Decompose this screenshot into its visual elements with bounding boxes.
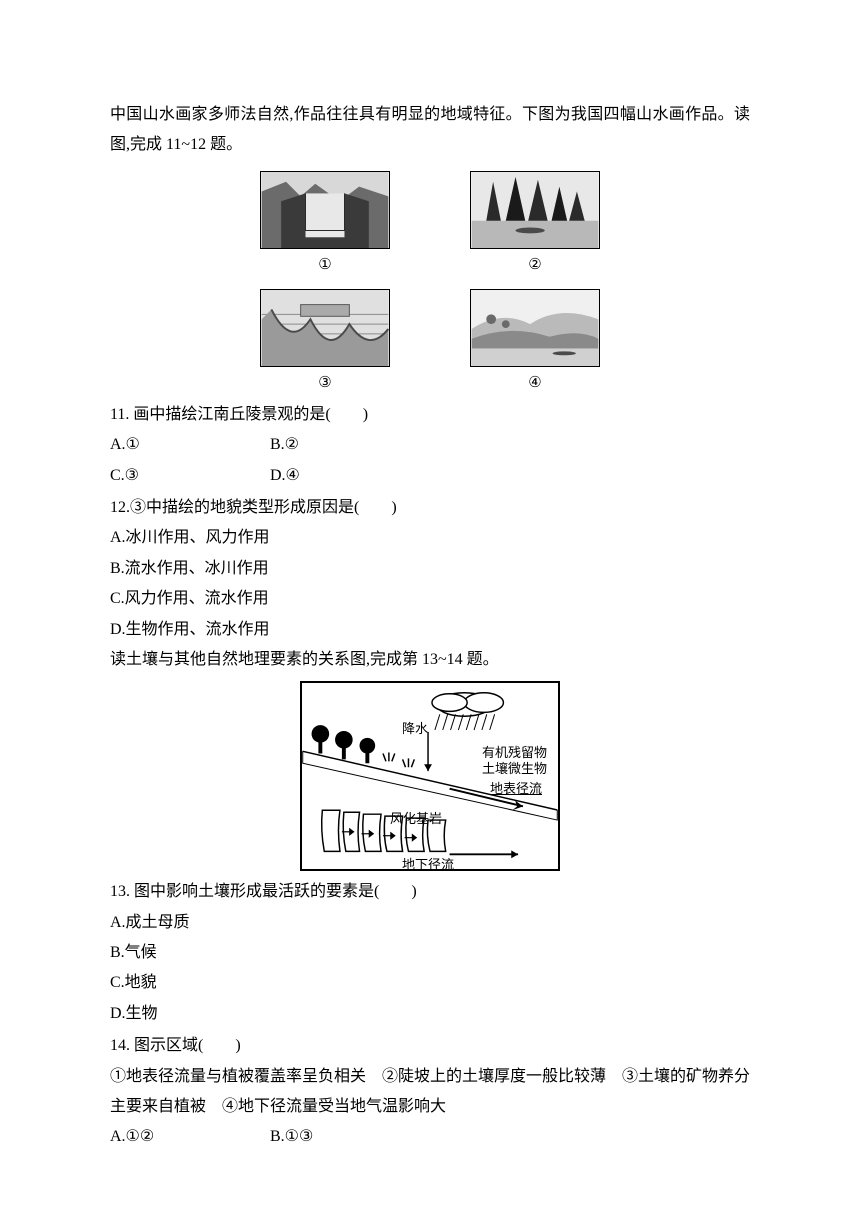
dia-label-rain: 降水 [402,717,428,742]
q13-option-c: C.地貌 [110,968,750,998]
q12-option-d: D.生物作用、流水作用 [110,615,750,645]
painting-row-1: ① ② [110,171,750,280]
dia-label-surface: 地表径流 [490,777,542,802]
q13-option-a: A.成土母质 [110,908,750,938]
q12-option-b: B.流水作用、冰川作用 [110,554,750,584]
q11-option-b: B.② [270,430,430,460]
question-13: 13. 图中影响土壤形成最活跃的要素是( ) A.成土母质 B.气候 C.地貌 … [110,877,750,1029]
painting-2 [470,171,600,249]
q14-option-b: B.①③ [270,1122,430,1152]
q11-option-d: D.④ [270,461,430,491]
passage-intro-2: 读土壤与其他自然地理要素的关系图,完成第 13~14 题。 [110,645,750,675]
painting-1-box: ① [260,171,390,280]
q14-statements: ①地表径流量与植被覆盖率呈负相关 ②陡坡上的土壤厚度一般比较薄 ③土壤的矿物养分… [110,1062,750,1123]
q12-option-c: C.风力作用、流水作用 [110,584,750,614]
painting-2-label: ② [528,251,541,280]
q12-option-a: A.冰川作用、风力作用 [110,523,750,553]
q13-option-b: B.气候 [110,938,750,968]
q12-stem: 12.③中描绘的地貌类型形成原因是( ) [110,493,750,523]
painting-2-box: ② [470,171,600,280]
dia-label-underground: 地下径流 [402,853,454,878]
q14-option-a: A.①② [110,1122,270,1152]
painting-3 [260,289,390,367]
question-14: 14. 图示区域( ) ①地表径流量与植被覆盖率呈负相关 ②陡坡上的土壤厚度一般… [110,1031,750,1153]
q11-stem: 11. 画中描绘江南丘陵景观的是( ) [110,400,750,430]
painting-row-2: ③ ④ [110,289,750,398]
q13-option-d: D.生物 [110,999,750,1029]
soil-diagram-wrap: 降水 有机残留物 土壤微生物 地表径流 风化基岩 地下径流 [110,681,750,871]
painting-3-label: ③ [318,369,331,398]
painting-4 [470,289,600,367]
dia-label-weathered: 风化基岩 [390,807,442,832]
passage-intro-1: 中国山水画家多师法自然,作品往往具有明显的地域特征。下图为我国四幅山水画作品。读… [110,100,750,161]
soil-diagram: 降水 有机残留物 土壤微生物 地表径流 风化基岩 地下径流 [300,681,560,871]
painting-3-box: ③ [260,289,390,398]
q11-option-a: A.① [110,430,270,460]
q11-option-c: C.③ [110,461,270,491]
painting-1 [260,171,390,249]
q14-stem: 14. 图示区域( ) [110,1031,750,1061]
question-11: 11. 画中描绘江南丘陵景观的是( ) A.① B.② C.③ D.④ [110,400,750,491]
painting-1-label: ① [318,251,331,280]
painting-4-box: ④ [470,289,600,398]
question-12: 12.③中描绘的地貌类型形成原因是( ) A.冰川作用、风力作用 B.流水作用、… [110,493,750,645]
painting-4-label: ④ [528,369,541,398]
q13-stem: 13. 图中影响土壤形成最活跃的要素是( ) [110,877,750,907]
